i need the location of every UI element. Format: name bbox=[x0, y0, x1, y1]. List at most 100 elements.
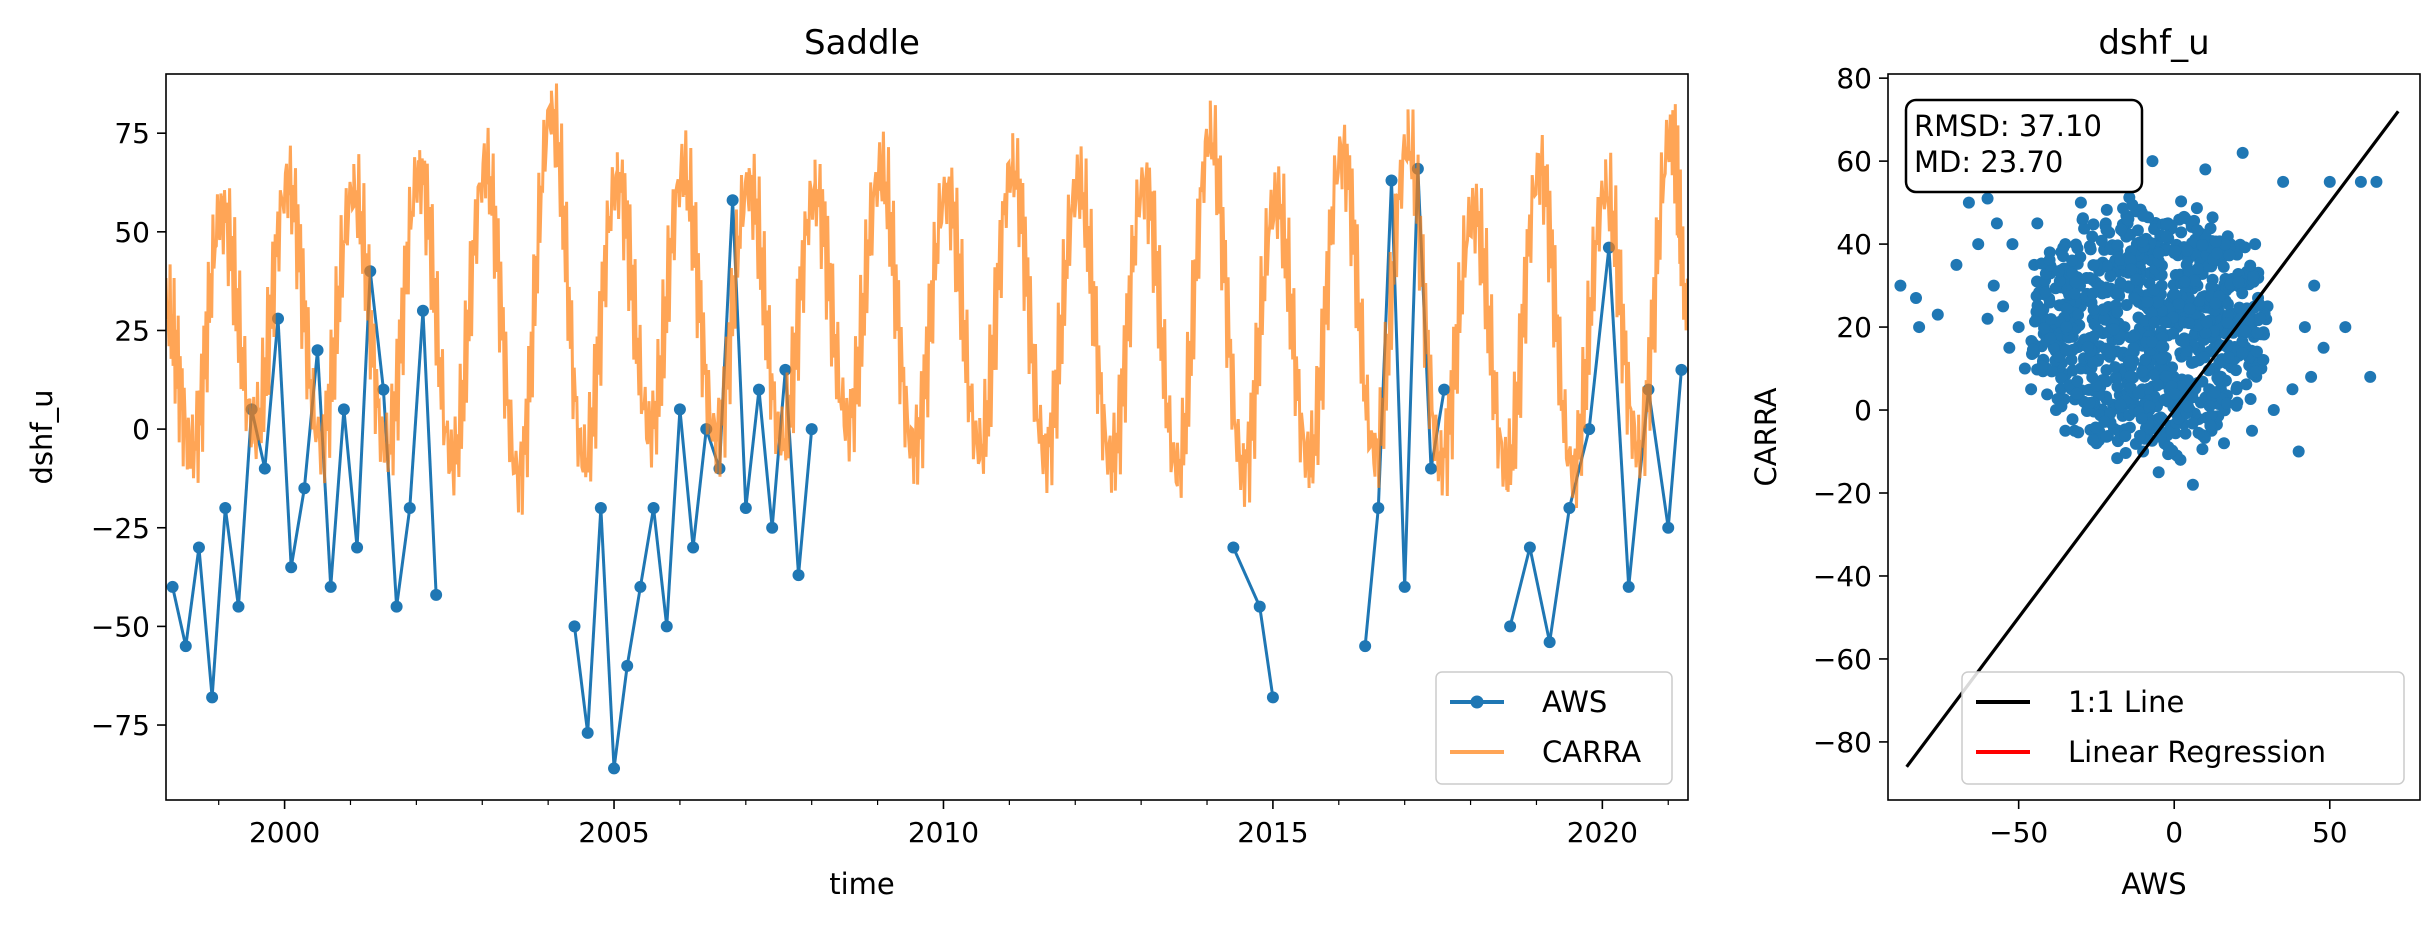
y-tick-label: 75 bbox=[114, 117, 150, 150]
scatter-point bbox=[2218, 238, 2231, 251]
scatter-point bbox=[2141, 296, 2154, 309]
scatter-point bbox=[2148, 316, 2161, 329]
scatter-point bbox=[2236, 287, 2249, 300]
scatter-point bbox=[1990, 217, 2003, 230]
scatter-point bbox=[2039, 286, 2052, 299]
scatter-point bbox=[2154, 411, 2167, 424]
aws-point bbox=[1543, 636, 1556, 649]
scatter-point bbox=[2066, 267, 2079, 280]
scatter-point bbox=[2181, 400, 2194, 413]
aws-point bbox=[1372, 502, 1385, 515]
aws-segment bbox=[210, 507, 227, 698]
scatter-point bbox=[1910, 292, 1922, 305]
aws-point bbox=[1563, 502, 1576, 515]
scatter-point bbox=[2364, 370, 2377, 383]
aws-point bbox=[621, 659, 634, 672]
scatter-point bbox=[2119, 430, 2132, 443]
aws-segment bbox=[652, 507, 669, 627]
scatter-legend: 1:1 Line Linear Regression bbox=[1961, 671, 2405, 785]
scatter-point bbox=[2143, 400, 2156, 413]
y-tick-label: −20 bbox=[1813, 477, 1872, 510]
scatter-point bbox=[2043, 254, 2056, 267]
aws-point bbox=[179, 640, 192, 653]
legend-aws-label: AWS bbox=[1542, 685, 1607, 719]
aws-point bbox=[1359, 640, 1372, 653]
scatter-point bbox=[2087, 356, 2100, 369]
scatter-point bbox=[2159, 370, 2172, 383]
scatter-point bbox=[1950, 258, 1963, 271]
scatter-point bbox=[2137, 209, 2150, 222]
aws-point bbox=[403, 502, 416, 515]
scatter-point bbox=[2244, 259, 2257, 272]
aws-segment bbox=[1548, 507, 1571, 643]
scatter-point bbox=[2175, 195, 2188, 208]
aws-point bbox=[430, 588, 443, 601]
scatter-point bbox=[1997, 300, 2010, 313]
scatter-point bbox=[2239, 325, 2252, 338]
scatter-point bbox=[2117, 202, 2130, 215]
aws-point bbox=[377, 383, 390, 396]
scatter-point bbox=[2136, 365, 2149, 378]
timeseries-plot-area bbox=[166, 83, 1688, 775]
scatter-point bbox=[2199, 163, 2212, 176]
aws-segment bbox=[342, 409, 359, 548]
scatter-point bbox=[2081, 341, 2094, 354]
scatter-point bbox=[2055, 400, 2068, 413]
scatter-point bbox=[2069, 238, 2082, 251]
scatter-point bbox=[2231, 380, 2244, 393]
scatter-point bbox=[2135, 412, 2148, 425]
scatter-point bbox=[2087, 259, 2100, 272]
scatter-point bbox=[2221, 316, 2234, 329]
scatter-point bbox=[2111, 239, 2124, 252]
y-tick-label: −50 bbox=[91, 610, 150, 643]
aws-segment bbox=[586, 507, 603, 734]
scatter-point bbox=[2018, 362, 2031, 375]
scatter-point bbox=[2205, 281, 2218, 294]
scatter-point bbox=[2159, 316, 2172, 329]
stats-box: RMSD: 37.10 MD: 23.70 bbox=[1904, 98, 2144, 194]
y-tick-label: −25 bbox=[91, 512, 150, 545]
aws-segment bbox=[1258, 606, 1275, 698]
scatter-point bbox=[2025, 383, 2038, 396]
scatter-point bbox=[2247, 270, 2260, 283]
scatter-point bbox=[2221, 298, 2234, 311]
aws-point bbox=[1504, 620, 1517, 633]
scatter-point bbox=[2076, 212, 2089, 225]
scatter-point bbox=[2148, 368, 2161, 381]
scatter-point bbox=[1931, 308, 1944, 321]
scatter-point bbox=[2209, 235, 2222, 248]
aws-point bbox=[311, 344, 324, 357]
aws-point bbox=[779, 363, 792, 376]
one-to-one-line bbox=[1905, 110, 2400, 768]
aws-segment bbox=[1232, 546, 1262, 608]
scatter-point bbox=[1894, 279, 1907, 292]
scatter-point bbox=[2257, 353, 2270, 366]
scatter-point bbox=[2141, 383, 2154, 396]
aws-segment bbox=[1607, 247, 1631, 588]
scatter-point bbox=[2052, 265, 2065, 278]
scatter-point bbox=[2128, 292, 2141, 305]
aws-segment bbox=[184, 547, 201, 647]
aws-point bbox=[192, 541, 205, 554]
scatter-point bbox=[2186, 478, 2199, 491]
aws-point bbox=[1662, 521, 1675, 534]
timeseries-legend: AWS CARRA bbox=[1435, 671, 1673, 785]
scatter-point bbox=[2086, 371, 2099, 384]
aws-point bbox=[805, 423, 818, 436]
scatter-point bbox=[2100, 375, 2113, 388]
scatter-point bbox=[2111, 380, 2124, 393]
y-tick-label: 0 bbox=[132, 413, 150, 446]
scatter-point bbox=[2131, 224, 2144, 237]
scatter-point bbox=[2100, 430, 2113, 443]
scatter-point bbox=[2193, 294, 2206, 307]
aws-point bbox=[1385, 174, 1398, 187]
scatter-point bbox=[2060, 344, 2073, 357]
scatter-point bbox=[2236, 146, 2249, 159]
y-tick-label: 80 bbox=[1836, 62, 1872, 95]
scatter-point bbox=[2147, 283, 2160, 296]
scatter-point bbox=[2125, 263, 2138, 276]
scatter-point bbox=[2210, 247, 2223, 260]
scatter-point bbox=[2213, 356, 2226, 369]
scatter-point bbox=[2104, 270, 2117, 283]
scatter-point bbox=[2249, 365, 2262, 378]
